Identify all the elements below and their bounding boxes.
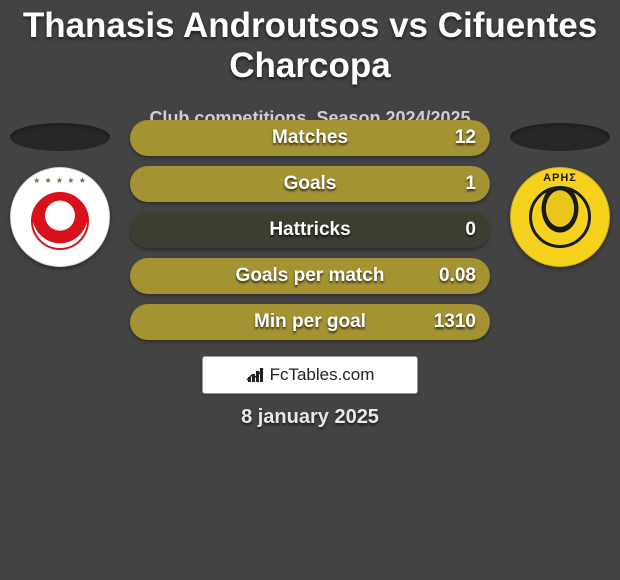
club-left-wrap [10,123,110,323]
date-label: 8 january 2025 [0,406,620,429]
stat-row-hattricks: Hattricks 0 [130,212,490,248]
brand-box[interactable]: FcTables.com [202,356,418,394]
stat-row-goals: Goals 1 [130,166,490,202]
stat-row-matches: Matches 12 [130,120,490,156]
stat-label: Hattricks [130,212,490,248]
stat-rows: Matches 12 Goals 1 Hattricks 0 [130,120,490,350]
stat-value-right: 0 [465,212,476,248]
stat-label: Goals [130,166,490,202]
stat-label: Matches [130,120,490,156]
stat-value-right: 0.08 [439,258,476,294]
stat-value-right: 1 [465,166,476,202]
stat-value-right: 1310 [434,304,476,340]
player-shadow-left [10,123,110,151]
brand-text: FcTables.com [270,365,375,384]
club-right-wrap [510,123,610,323]
stat-row-goals-per-match: Goals per match 0.08 [130,258,490,294]
stat-label: Goals per match [130,258,490,294]
stat-value-right: 12 [455,120,476,156]
bar-chart-icon [246,366,266,384]
page-title: Thanasis Androutsos vs Cifuentes Charcop… [0,0,620,86]
club-badge-left [10,167,110,267]
stat-row-min-per-goal: Min per goal 1310 [130,304,490,340]
club-badge-right [510,167,610,267]
player-shadow-right [510,123,610,151]
